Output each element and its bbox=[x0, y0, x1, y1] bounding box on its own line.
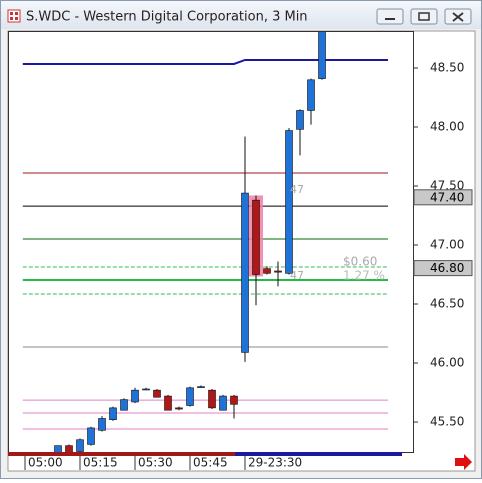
candle-body bbox=[263, 268, 271, 274]
session-bar-prev bbox=[8, 452, 235, 456]
y-tick-label: 47.50 bbox=[430, 179, 464, 193]
candle-body bbox=[109, 407, 117, 420]
candle-body bbox=[87, 427, 95, 445]
y-tick-label: 46.50 bbox=[430, 297, 464, 311]
candle-body bbox=[230, 395, 238, 405]
candle-body bbox=[296, 110, 304, 130]
annotation: $0.60 bbox=[343, 255, 377, 269]
axes: 45.50 46.00 46.50 47.00 47.50 48.00 48.50 47.40… bbox=[24, 60, 473, 470]
annotation: 1.27 % bbox=[343, 269, 385, 283]
level-line bbox=[22, 58, 388, 65]
window-title: S.WDC - Western Digital Corporation, 3 M… bbox=[26, 10, 308, 25]
candle-body bbox=[65, 445, 73, 452]
price-marker-label: 47.40 bbox=[430, 190, 464, 204]
annotation: 47 bbox=[290, 269, 304, 282]
candle-body bbox=[241, 192, 249, 353]
y-tick-label: 45.50 bbox=[430, 415, 464, 429]
candle-body bbox=[120, 399, 128, 411]
x-tick-label: 05:00 bbox=[28, 456, 63, 470]
x-tick-label: 29-23:30 bbox=[248, 456, 302, 470]
maximize-icon bbox=[418, 12, 430, 21]
y-tick-label: 48.00 bbox=[430, 119, 464, 133]
scroll-arrow[interactable] bbox=[455, 454, 472, 470]
candle-body bbox=[153, 389, 161, 398]
x-tick-label: 05:30 bbox=[138, 456, 173, 470]
minimize-button[interactable] bbox=[376, 8, 404, 25]
plot-frame bbox=[8, 31, 414, 453]
candle-body bbox=[274, 270, 282, 273]
candle-body bbox=[98, 418, 106, 431]
price-marker bbox=[413, 189, 473, 206]
price-marker-label: 46.80 bbox=[430, 261, 464, 275]
close-icon bbox=[452, 12, 464, 22]
app-icon bbox=[7, 9, 21, 23]
candle-body bbox=[208, 389, 216, 409]
x-tick-label: 05:45 bbox=[193, 456, 228, 470]
candle-body bbox=[175, 407, 183, 410]
x-tick-label: 05:15 bbox=[83, 456, 118, 470]
y-tick-label: 47.00 bbox=[430, 238, 464, 252]
candle-body bbox=[76, 439, 84, 452]
annotation: 47 bbox=[290, 183, 304, 196]
y-tick-label: 48.50 bbox=[430, 60, 464, 74]
maximize-button[interactable] bbox=[410, 8, 438, 25]
candle-body bbox=[197, 386, 205, 388]
candle-body bbox=[164, 395, 172, 411]
candle-body bbox=[252, 199, 260, 275]
candle-body bbox=[142, 388, 150, 391]
candle-body bbox=[307, 79, 315, 111]
minimize-icon bbox=[385, 18, 395, 20]
candle-body bbox=[131, 389, 139, 403]
window-buttons[interactable] bbox=[376, 8, 472, 25]
candle-body bbox=[186, 387, 194, 406]
price-marker bbox=[413, 260, 473, 277]
candle-body bbox=[318, 32, 326, 79]
candle-body bbox=[54, 445, 62, 452]
y-tick-label: 46.00 bbox=[430, 356, 464, 370]
candle-body bbox=[285, 130, 293, 274]
plot bbox=[22, 32, 388, 452]
candle-body bbox=[219, 395, 227, 411]
session-bar-current bbox=[235, 452, 402, 456]
